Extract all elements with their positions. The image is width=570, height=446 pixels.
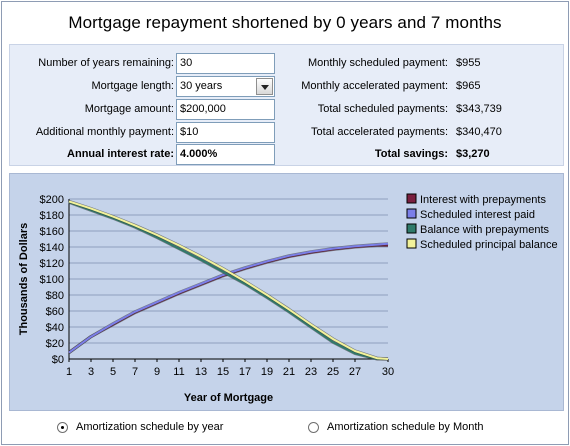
legend-label-2: Balance with prepayments bbox=[420, 224, 550, 236]
total-accelerated-value: $340,470 bbox=[456, 126, 502, 138]
x-tick-label: 19 bbox=[261, 366, 273, 378]
radio-by-month-indicator[interactable] bbox=[308, 421, 319, 433]
monthly-accelerated-label: Monthly accelerated payment: bbox=[301, 80, 448, 92]
y-axis-title: Thousands of Dollars bbox=[18, 223, 30, 335]
radio-by-month[interactable]: Amortization schedule by Month bbox=[308, 421, 484, 433]
y-tick-label: $80 bbox=[46, 290, 64, 302]
years-remaining-label: Number of years remaining: bbox=[38, 57, 174, 69]
x-tick-label: 13 bbox=[195, 366, 207, 378]
y-tick-label: $100 bbox=[40, 274, 64, 286]
x-tick-label: 17 bbox=[239, 366, 251, 378]
legend-label-0: Interest with prepayments bbox=[420, 194, 546, 206]
total-savings-value: $3,270 bbox=[456, 148, 490, 160]
radio-by-year-indicator[interactable] bbox=[57, 421, 68, 433]
radio-by-month-label: Amortization schedule by Month bbox=[327, 421, 484, 433]
legend-swatch-1 bbox=[406, 208, 417, 219]
y-tick-label: $160 bbox=[40, 226, 64, 238]
x-tick-label: 11 bbox=[173, 366, 184, 378]
total-scheduled-value: $343,739 bbox=[456, 103, 502, 115]
x-tick-label: 23 bbox=[305, 366, 317, 378]
monthly-accelerated-value: $965 bbox=[456, 80, 481, 92]
y-tick-label: $60 bbox=[46, 306, 64, 318]
monthly-scheduled-value: $955 bbox=[456, 57, 481, 69]
mortgage-length-label: Mortgage length: bbox=[91, 80, 174, 92]
x-tick-label: 7 bbox=[132, 366, 138, 378]
x-tick-label: 15 bbox=[217, 366, 229, 378]
y-tick-label: $0 bbox=[52, 354, 64, 366]
x-tick-label: 21 bbox=[283, 366, 295, 378]
radio-by-year-label: Amortization schedule by year bbox=[76, 421, 224, 433]
page-title: Mortgage repayment shortened by 0 years … bbox=[68, 13, 502, 32]
legend-label-3: Scheduled principal balance bbox=[420, 239, 558, 251]
radio-by-year[interactable]: Amortization schedule by year bbox=[57, 421, 223, 433]
legend-label-1: Scheduled interest paid bbox=[420, 209, 535, 221]
x-tick-label: 30 bbox=[382, 366, 394, 378]
y-tick-label: $20 bbox=[46, 338, 64, 350]
legend-swatch-2 bbox=[406, 223, 417, 234]
additional-payment-label: Additional monthly payment: bbox=[35, 126, 174, 138]
schedule-options: Amortization schedule by year Amortizati… bbox=[2, 418, 568, 438]
chart-panel: $0 $20 $40 $60 $80 $100 $120 $140 $160 $180 $200 1 3… bbox=[9, 173, 564, 411]
x-tick-label: 27 bbox=[349, 366, 361, 378]
series-line-3 bbox=[68, 200, 389, 360]
legend-swatch-0 bbox=[406, 193, 417, 204]
y-tick-label: $180 bbox=[40, 210, 64, 222]
y-tick-label: $140 bbox=[40, 242, 64, 254]
additional-payment-input[interactable]: $10 bbox=[176, 122, 275, 143]
legend-swatch-3 bbox=[406, 238, 417, 249]
total-scheduled-label: Total scheduled payments: bbox=[317, 103, 448, 115]
y-tick-label: $40 bbox=[46, 322, 64, 334]
x-tick-label: 5 bbox=[110, 366, 116, 378]
total-accelerated-label: Total accelerated payments: bbox=[311, 126, 448, 138]
interest-rate-label: Annual interest rate: bbox=[67, 148, 174, 160]
mortgage-amount-input[interactable]: $200,000 bbox=[176, 99, 275, 120]
input-panel: Number of years remaining: 30 Mortgage l… bbox=[9, 44, 564, 166]
mortgage-length-select[interactable]: 30 years bbox=[176, 76, 275, 97]
monthly-scheduled-label: Monthly scheduled payment: bbox=[307, 57, 448, 69]
chevron-down-icon[interactable] bbox=[256, 78, 273, 95]
mortgage-length-value: 30 years bbox=[180, 80, 223, 92]
interest-rate-input[interactable]: 4.000% bbox=[176, 144, 275, 165]
x-tick-label: 1 bbox=[66, 366, 72, 378]
x-axis-title: Year of Mortgage bbox=[184, 392, 273, 404]
mortgage-amount-label: Mortgage amount: bbox=[84, 103, 174, 115]
x-tick-label: 3 bbox=[88, 366, 94, 378]
total-savings-label: Total savings: bbox=[374, 148, 448, 160]
x-tick-label: 25 bbox=[327, 366, 339, 378]
years-remaining-input[interactable]: 30 bbox=[176, 53, 275, 74]
y-tick-label: $200 bbox=[40, 194, 64, 206]
y-tick-label: $120 bbox=[40, 258, 64, 270]
x-tick-label: 9 bbox=[154, 366, 160, 378]
series-line-1 bbox=[68, 242, 389, 354]
